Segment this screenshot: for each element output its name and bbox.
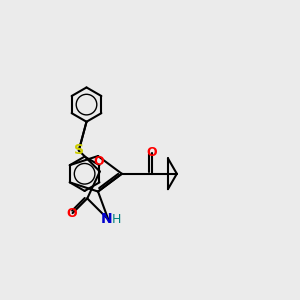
Text: O: O <box>146 146 157 159</box>
Text: S: S <box>74 143 84 158</box>
Text: H: H <box>112 213 121 226</box>
Text: N: N <box>101 212 112 226</box>
Text: O: O <box>67 207 77 220</box>
Text: O: O <box>93 155 104 168</box>
